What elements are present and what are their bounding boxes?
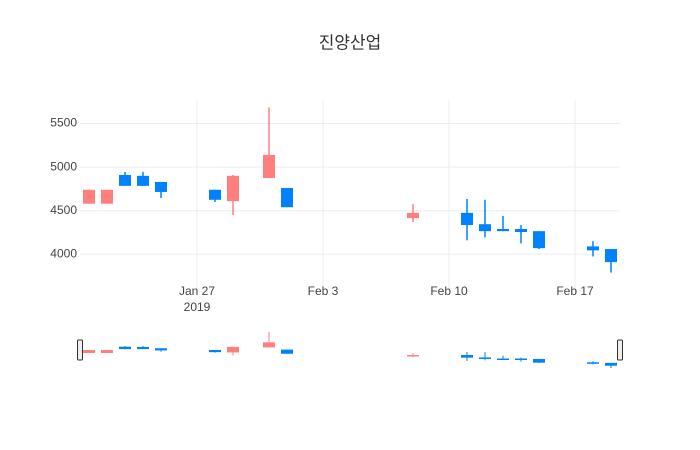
y-tick-label: 4500 (50, 203, 77, 217)
candle-body (461, 212, 473, 226)
candle-body (227, 346, 239, 353)
range-slider-handle[interactable] (77, 339, 83, 361)
candle-body (137, 175, 149, 186)
candle-body (479, 357, 491, 359)
candle-body (101, 189, 113, 204)
candle-body (515, 358, 527, 361)
candle-body (407, 212, 419, 219)
candle-body (83, 189, 95, 204)
candle-body (227, 175, 239, 202)
candle-body (479, 224, 491, 232)
x-tick-label: Feb 17 (556, 284, 594, 298)
candle-body (83, 349, 95, 353)
candle-body (407, 354, 419, 357)
candle-body (155, 348, 167, 351)
y-tick-label: 4000 (50, 246, 77, 260)
candle-body (281, 188, 293, 208)
candle-body (587, 246, 599, 251)
candle-body (101, 349, 113, 353)
candle-body (155, 181, 167, 192)
candle-body (263, 342, 275, 348)
candle-body (137, 346, 149, 350)
x-tick-label: Feb 3 (308, 284, 339, 298)
x-tick-label: Jan 27 (179, 284, 215, 298)
candle-body (533, 358, 545, 363)
range-slider-handle[interactable] (617, 339, 623, 361)
x-tick-label: Feb 10 (430, 284, 468, 298)
candle-body (605, 362, 617, 366)
candle-body (263, 154, 275, 179)
candle-body (209, 189, 221, 200)
candle-body (533, 231, 545, 249)
candle-body (515, 228, 527, 233)
candle-body (281, 349, 293, 354)
x-year-label: 2019 (184, 300, 211, 314)
candle-body (587, 362, 599, 364)
candle-body (209, 349, 221, 353)
y-tick-label: 5500 (50, 116, 77, 130)
candle-body (497, 228, 509, 232)
candle-body (119, 174, 131, 186)
candle-body (119, 346, 131, 350)
chart-title: 진양산업 (319, 33, 382, 52)
y-tick-label: 5000 (50, 159, 77, 173)
candle-body (461, 354, 473, 358)
candle-body (497, 358, 509, 361)
candle-body (605, 249, 617, 263)
